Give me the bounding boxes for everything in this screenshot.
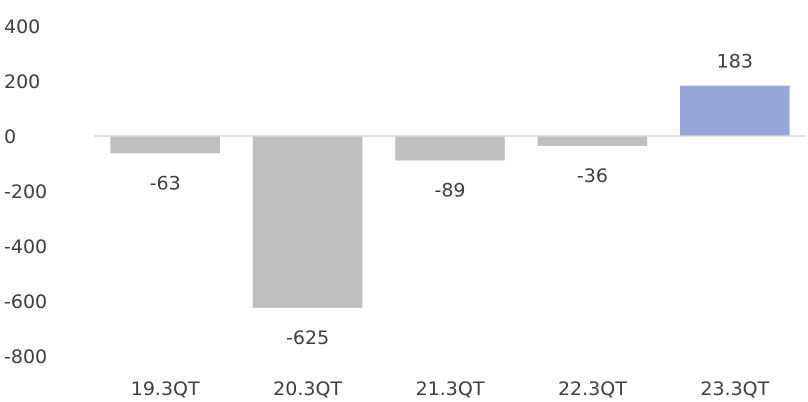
- x-category-label: 20.3QT: [273, 378, 342, 400]
- data-label: -63: [150, 172, 181, 194]
- x-axis-category-labels: 19.3QT 20.3QT 21.3QT 22.3QT 23.3QT: [131, 378, 770, 400]
- y-tick-label: -400: [4, 236, 47, 258]
- data-labels: -63 -625 -89 -36 183: [150, 51, 753, 349]
- data-label: -625: [286, 327, 329, 349]
- y-tick-label: 200: [4, 71, 40, 93]
- data-label: 183: [717, 51, 753, 73]
- y-tick-label: -800: [4, 346, 47, 368]
- data-label: -36: [577, 165, 608, 187]
- bar-23-3qt: [679, 85, 790, 136]
- y-tick-label: 400: [4, 16, 40, 38]
- y-axis-ticks: 400 200 0 -200 -400 -600 -800: [4, 16, 47, 368]
- x-category-label: 19.3QT: [131, 378, 200, 400]
- x-category-label: 22.3QT: [558, 378, 627, 400]
- y-tick-label: -600: [4, 291, 47, 313]
- bar-20-3qt: [252, 136, 363, 308]
- y-tick-label: -200: [4, 181, 47, 203]
- bars: [110, 85, 790, 308]
- x-category-label: 21.3QT: [416, 378, 485, 400]
- bar-21-3qt: [395, 136, 505, 161]
- y-tick-label: 0: [4, 126, 16, 148]
- data-label: -89: [434, 179, 465, 201]
- x-category-label: 23.3QT: [700, 378, 769, 400]
- bar-22-3qt: [537, 136, 648, 146]
- bar-19-3qt: [110, 136, 221, 154]
